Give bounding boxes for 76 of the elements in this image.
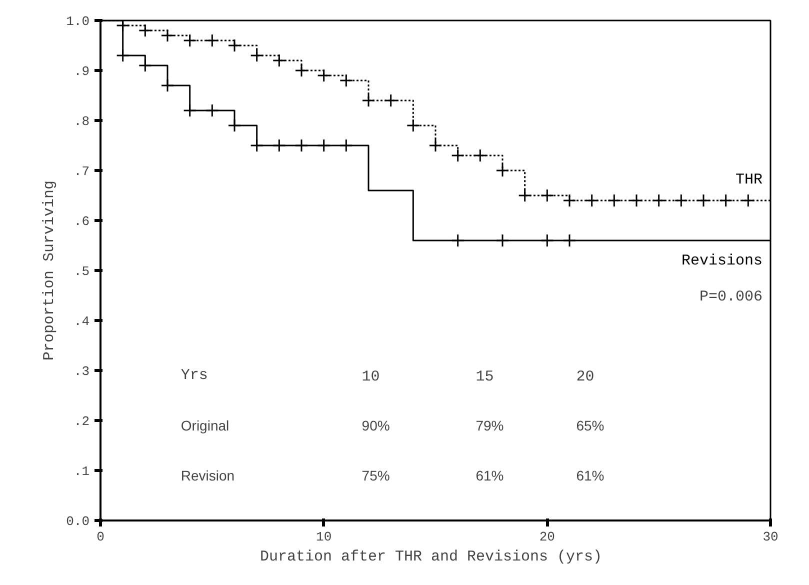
point [630,194,644,208]
point [317,68,331,82]
y-tick-label: .7 [74,164,90,179]
annotation: 61% [476,468,504,484]
point [339,138,353,152]
point [562,234,576,248]
x-tick-label: 30 [762,530,778,544]
point [719,194,733,208]
point [540,234,554,248]
annotation: 90% [362,418,390,434]
point [428,138,442,152]
point [250,48,264,62]
point [540,188,554,202]
point [205,34,219,48]
annotation: 75% [362,468,390,484]
y-axis-title: Proportion Surviving [41,180,58,361]
point [317,138,331,152]
y-tick-label: 0.0 [66,514,90,529]
point [585,194,599,208]
x-tick-label: 0 [96,530,104,544]
point [696,194,710,208]
annotation: 15 [476,368,494,386]
point [496,234,510,248]
point [652,194,666,208]
point [272,138,286,152]
y-tick-label: .9 [74,64,90,79]
point [294,138,308,152]
y-tick-label: .5 [74,264,90,279]
point [518,188,532,202]
point [160,78,174,92]
annotation: 79% [476,418,504,434]
point [451,148,465,162]
annotation: 61% [576,468,604,484]
point [228,118,242,132]
x-axis-title: Duration after THR and Revisions (yrs) [260,548,602,566]
point [741,194,755,208]
point [138,58,152,72]
x-tick-label: 20 [539,530,555,544]
annotation: 10 [362,368,380,386]
y-tick-label: .1 [74,464,90,479]
point [116,48,130,62]
point [451,234,465,248]
point [496,164,510,178]
x-tick-label: 10 [316,530,332,544]
y-tick-label: .8 [74,114,90,129]
annotation: Yrs [180,367,208,384]
series-label: THR [735,172,763,188]
point [272,54,286,68]
point [406,118,420,132]
annotation: P=0.006 [699,288,763,306]
point [183,34,197,48]
y-tick-label: .4 [74,314,90,329]
point [384,94,398,108]
point [473,148,487,162]
point [294,64,308,78]
point [116,20,130,32]
point [160,28,174,42]
annotation: 65% [576,418,604,434]
point [362,94,376,108]
point [183,104,197,118]
point [674,194,688,208]
point [228,38,242,52]
annotation: Original [180,418,230,434]
point [339,74,353,88]
y-tick-label: .6 [74,214,90,229]
point [205,104,219,118]
series-label: Revisions [681,252,762,270]
point [607,194,621,208]
y-tick-label: 1.0 [66,14,90,29]
point [250,138,264,152]
y-tick-label: .3 [74,364,90,379]
annotation: Revision [180,468,235,484]
y-tick-label: .2 [74,414,90,429]
point [562,194,576,208]
annotation: 20 [576,368,594,386]
point [138,24,152,38]
